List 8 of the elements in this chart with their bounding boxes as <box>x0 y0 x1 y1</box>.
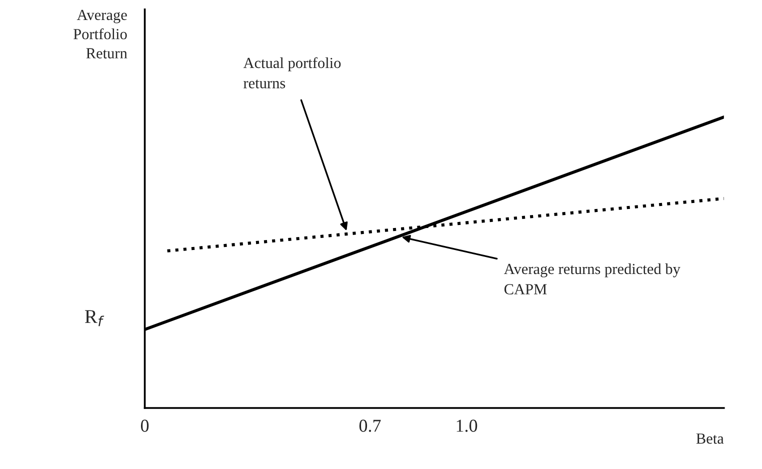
annotation: Average returns predicted by CAPM <box>504 263 680 294</box>
annotation: Actual portfolio returns <box>243 57 341 88</box>
y-axis-title: Average Portfolio Return <box>74 10 128 58</box>
x-axis-title: Beta <box>696 434 724 444</box>
x-tick-label: 1.0 <box>456 420 478 432</box>
x-tick-label: 0.7 <box>359 420 381 432</box>
annotation: R$_{f}$ <box>85 310 104 326</box>
x-tick-label: 0 <box>140 420 149 432</box>
